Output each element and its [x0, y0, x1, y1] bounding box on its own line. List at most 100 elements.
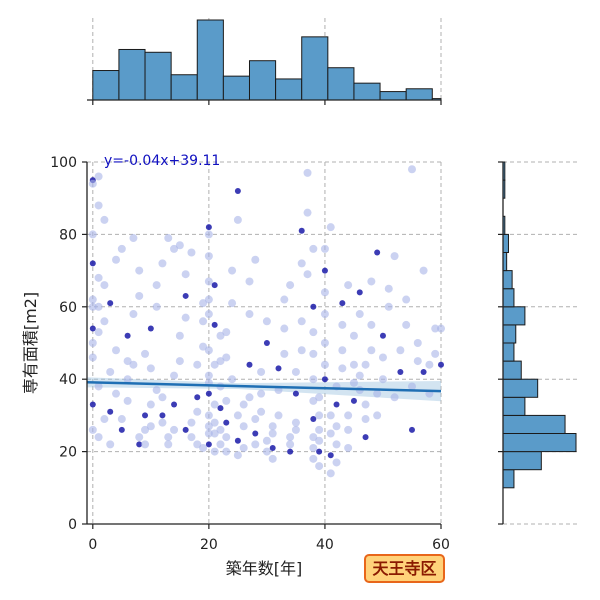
scatter-point [94, 382, 103, 391]
right-histogram [502, 161, 577, 489]
scatter-point [384, 302, 393, 311]
scatter-point [210, 400, 219, 409]
scatter-point [326, 411, 335, 420]
scatter-point [438, 361, 444, 368]
scatter-point [287, 448, 294, 455]
scatter-point [362, 434, 369, 441]
scatter-point [373, 389, 382, 398]
scatter-point [361, 400, 370, 409]
region-badge-box [364, 554, 445, 583]
scatter-point [129, 310, 138, 319]
scatter-point [164, 433, 173, 442]
scatter-point [88, 353, 97, 362]
scatter-point [233, 411, 242, 420]
axes [86, 99, 504, 525]
scatter-point [146, 364, 155, 373]
scatter-point [280, 324, 289, 333]
scatter-point [88, 425, 97, 434]
scatter-point [326, 223, 335, 232]
scatter-point [355, 310, 364, 319]
y-axis-label: 専有面積[m2] [21, 292, 40, 394]
scatter-point [141, 440, 150, 449]
scatter-point [182, 426, 189, 433]
scatter-point [222, 353, 231, 362]
scatter-point [327, 452, 334, 459]
scatter-point [407, 165, 416, 174]
scatter-point [262, 447, 271, 456]
scatter-point [152, 386, 161, 395]
scatter-point [204, 429, 213, 438]
scatter-point [338, 320, 347, 329]
scatter-point [205, 224, 212, 231]
scatter-point [222, 328, 231, 337]
scatter-point [367, 346, 376, 355]
scatter-point [152, 302, 161, 311]
scatter-point [309, 375, 318, 384]
scatter-point [251, 415, 260, 424]
scatter-point [310, 303, 317, 310]
x-tick-label: 60 [432, 537, 450, 553]
scatter-point [89, 260, 96, 267]
scatter-point [251, 255, 260, 264]
y-tick-label: 40 [59, 372, 77, 388]
scatter-point [384, 284, 393, 293]
scatter-point [94, 328, 103, 337]
scatter-point [141, 349, 150, 358]
scatter-point [205, 390, 212, 397]
scatter-point [402, 320, 411, 329]
scatter-point [315, 411, 324, 420]
scatter-point [217, 405, 224, 412]
top-histogram-bar [248, 60, 277, 101]
scatter-point [239, 443, 248, 452]
x-tick-label: 40 [316, 537, 334, 553]
scatter-point [94, 302, 103, 311]
scatter-point [245, 277, 254, 286]
scatter-point [216, 425, 225, 434]
right-histogram-bar [502, 360, 522, 380]
scatter-point [309, 454, 318, 463]
scatter-point [339, 300, 346, 307]
right-histogram-bar [502, 414, 566, 434]
scatter-point [94, 201, 103, 210]
scatter-point [320, 310, 329, 319]
scatter-point [88, 295, 97, 304]
scatter-point [204, 277, 213, 286]
scatter-point [204, 252, 213, 261]
scatter-point [310, 416, 317, 423]
scatter-point [349, 360, 358, 369]
right-histogram-bar [502, 342, 515, 362]
scatter-point [222, 447, 231, 456]
scatter-point [123, 396, 132, 405]
scatter-point [204, 346, 213, 355]
scatter-point [124, 332, 131, 339]
scatter-point [309, 244, 318, 253]
scatter-point [175, 357, 184, 366]
scatter-point [338, 346, 347, 355]
scatter-point [332, 440, 341, 449]
scatter-point [136, 441, 143, 448]
scatter-point [431, 349, 440, 358]
scatter-point [228, 266, 237, 275]
top-histogram-bar [222, 75, 250, 101]
scatter-point [350, 397, 357, 404]
scatter-point [233, 451, 242, 460]
scatter-point [315, 462, 324, 471]
scatter-point [204, 371, 213, 380]
top-histogram-bar [144, 51, 172, 101]
scatter-points [88, 165, 445, 478]
scatter-point [292, 390, 299, 397]
scatter-point [245, 310, 254, 319]
scatter-point [204, 230, 213, 239]
scatter-point [333, 401, 340, 408]
scatter-point [164, 440, 173, 449]
scatter-point [222, 396, 231, 405]
scatter-point [210, 429, 219, 438]
scatter-point [182, 292, 189, 299]
scatter-point [298, 227, 305, 234]
scatter-point [291, 425, 300, 434]
scatter-point [199, 317, 208, 326]
scatter-point [263, 340, 270, 346]
scatter-point [321, 267, 328, 274]
y-tick-label: 20 [59, 445, 77, 461]
